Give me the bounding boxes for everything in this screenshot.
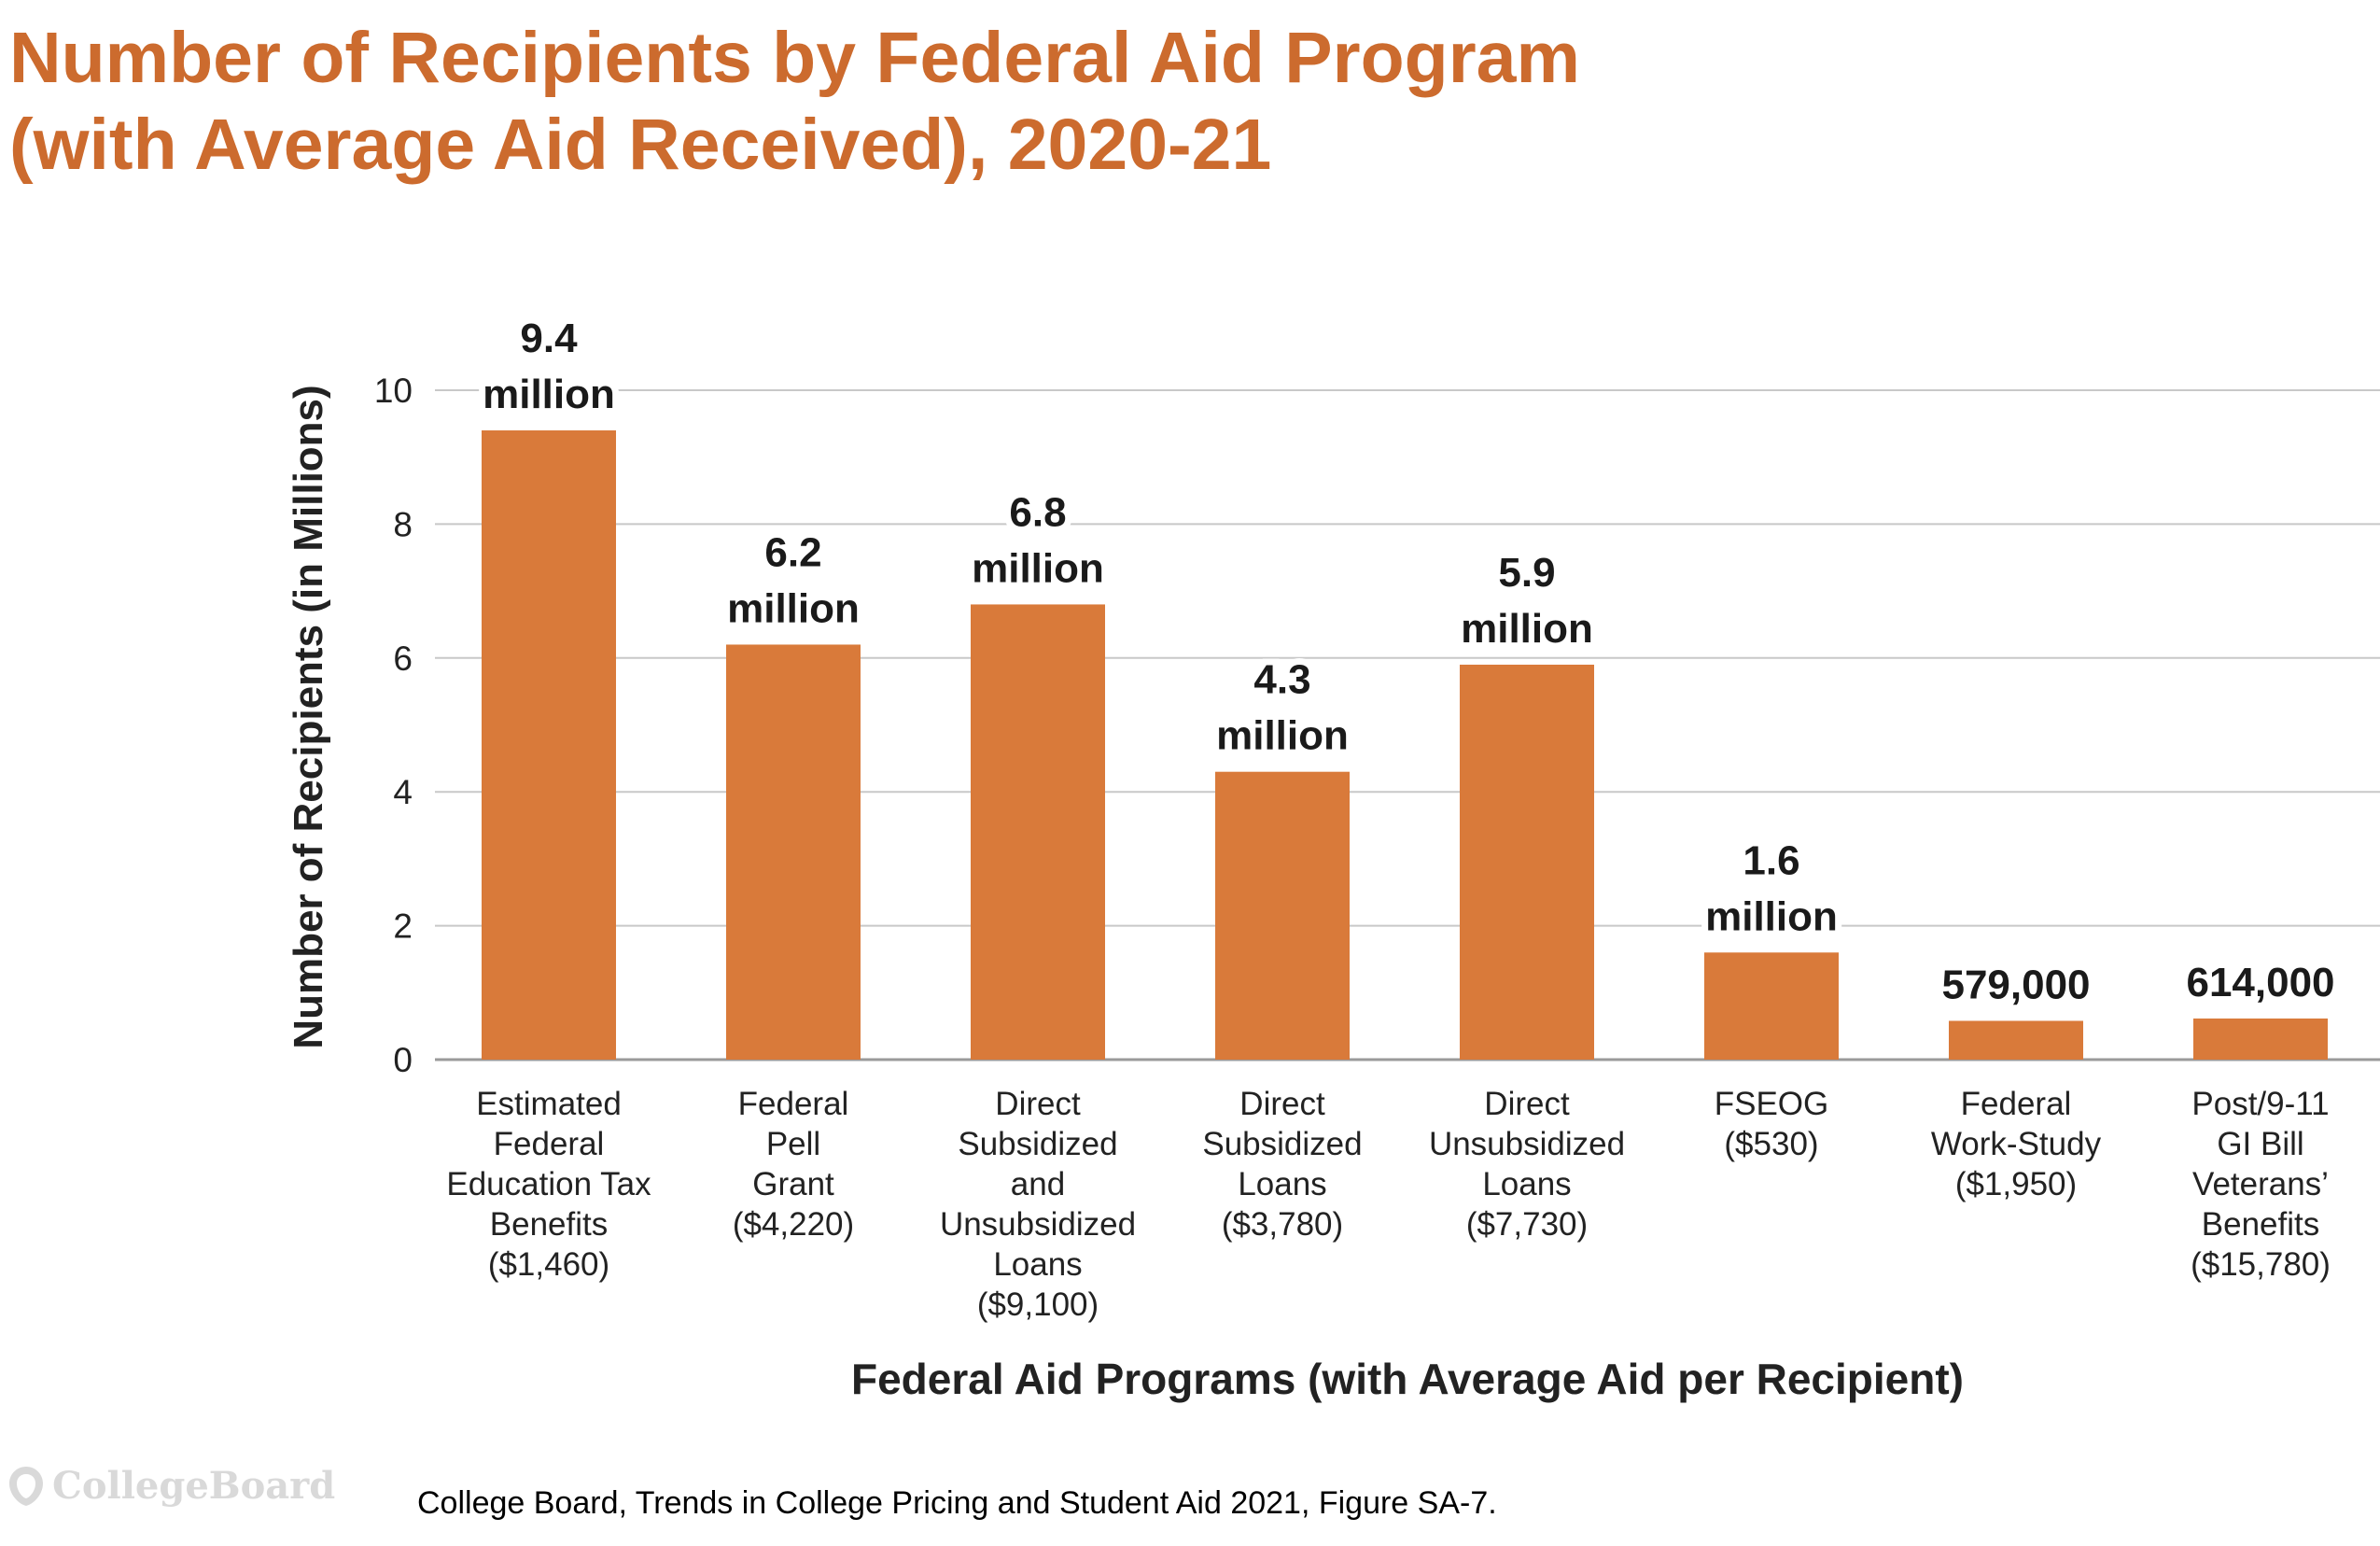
y-tick-label: 2 bbox=[393, 907, 413, 946]
x-tick-label: Education Tax bbox=[446, 1166, 651, 1202]
x-tick-label: Estimated bbox=[476, 1086, 622, 1122]
x-tick-label: ($7,730) bbox=[1466, 1206, 1588, 1243]
data-label: million bbox=[1216, 713, 1349, 759]
collegeboard-logo: CollegeBoard bbox=[6, 1463, 335, 1508]
x-tick-label: GI Bill bbox=[2217, 1126, 2303, 1162]
y-tick-label: 0 bbox=[393, 1041, 413, 1079]
bar bbox=[726, 644, 861, 1060]
data-label: 5.9 bbox=[1498, 550, 1555, 596]
x-tick-label: Direct bbox=[995, 1086, 1081, 1122]
x-tick-label: FSEOG bbox=[1715, 1086, 1829, 1122]
data-label: 6.8 bbox=[1009, 489, 1066, 535]
x-tick-label: ($15,780) bbox=[2191, 1246, 2331, 1283]
y-tick-label: 4 bbox=[393, 773, 413, 811]
x-tick-label: Direct bbox=[1239, 1086, 1325, 1122]
data-label: million bbox=[1461, 606, 1593, 652]
data-label: million bbox=[1705, 893, 1838, 939]
chart-title: Number of Recipients by Federal Aid Prog… bbox=[9, 15, 1580, 189]
source-note: College Board, Trends in College Pricing… bbox=[417, 1485, 1497, 1521]
bars bbox=[482, 430, 2328, 1060]
x-tick-label: Subsidized bbox=[1202, 1126, 1362, 1162]
bar bbox=[1215, 771, 1350, 1060]
data-label: million bbox=[727, 585, 860, 631]
bar bbox=[971, 604, 1105, 1060]
x-tick-label: Grant bbox=[752, 1166, 834, 1202]
x-tick-label: ($1,460) bbox=[488, 1246, 609, 1283]
bar bbox=[2193, 1018, 2328, 1060]
data-labels: 9.4 million 6.2 million 6.8 million 4.3 million… bbox=[476, 309, 2341, 1014]
data-label: 1.6 bbox=[1743, 837, 1799, 883]
bar bbox=[1460, 664, 1594, 1060]
data-label: 4.3 bbox=[1253, 657, 1310, 703]
acorn-icon bbox=[9, 1467, 43, 1506]
bar bbox=[1949, 1020, 2083, 1060]
x-tick-label: Benefits bbox=[2202, 1206, 2319, 1243]
x-axis-title: Federal Aid Programs (with Average Aid p… bbox=[851, 1355, 1964, 1403]
y-tick-label: 8 bbox=[393, 505, 413, 543]
x-tick-label: Direct bbox=[1484, 1086, 1570, 1122]
chart-title-line-2: (with Average Aid Received), 2020-21 bbox=[9, 105, 1272, 185]
y-tick-label: 6 bbox=[393, 639, 413, 678]
x-tick-label: Unsubsidized bbox=[940, 1206, 1136, 1243]
x-tick-label: Unsubsidized bbox=[1429, 1126, 1625, 1162]
x-tick-label: Federal bbox=[1961, 1086, 2072, 1122]
data-label: million bbox=[972, 545, 1104, 591]
y-tick-label: 10 bbox=[374, 372, 413, 410]
data-label: 614,000 bbox=[2186, 960, 2334, 1005]
x-tick-label: ($9,100) bbox=[977, 1286, 1099, 1323]
x-tick-label: Federal bbox=[738, 1086, 849, 1122]
y-axis-title: Number of Recipients (in Millions) bbox=[286, 385, 331, 1048]
chart-title-line-1: Number of Recipients by Federal Aid Prog… bbox=[9, 18, 1580, 98]
bar-chart: 0 2 4 6 8 10 9.4 million 6.2 million 6.8 million 4.… bbox=[286, 309, 2380, 1403]
x-tick-label: Work-Study bbox=[1931, 1126, 2102, 1162]
x-tick-label: Federal bbox=[494, 1126, 605, 1162]
y-axis-ticks: 0 2 4 6 8 10 bbox=[374, 372, 413, 1079]
x-tick-label: ($530) bbox=[1724, 1126, 1818, 1162]
x-tick-label: Pell bbox=[766, 1126, 820, 1162]
data-label: 6.2 bbox=[764, 529, 821, 575]
x-tick-label: and bbox=[1011, 1166, 1065, 1202]
x-tick-label: Loans bbox=[1482, 1166, 1571, 1202]
logo-text: CollegeBoard bbox=[52, 1463, 336, 1508]
x-tick-label: ($3,780) bbox=[1222, 1206, 1343, 1243]
x-tick-label: Loans bbox=[993, 1246, 1082, 1283]
x-tick-label: Subsidized bbox=[958, 1126, 1117, 1162]
x-tick-label: Benefits bbox=[490, 1206, 608, 1243]
x-tick-label: Veterans’ bbox=[2192, 1166, 2329, 1202]
x-tick-label: Post/9-11 bbox=[2191, 1086, 2329, 1122]
bar bbox=[1704, 952, 1839, 1060]
data-label: 579,000 bbox=[1941, 962, 2090, 1007]
x-tick-label: ($1,950) bbox=[1955, 1166, 2077, 1202]
x-tick-label: ($4,220) bbox=[733, 1206, 854, 1243]
bar bbox=[482, 430, 616, 1060]
x-tick-label: Loans bbox=[1238, 1166, 1326, 1202]
data-label: 9.4 bbox=[520, 316, 578, 361]
data-label: million bbox=[483, 372, 615, 417]
